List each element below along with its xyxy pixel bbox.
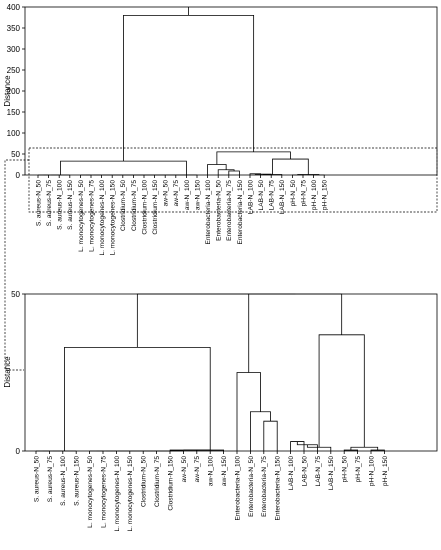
y-tick-label: 250: [7, 66, 21, 75]
dendrogram-link: [196, 449, 224, 451]
leaf-label: LAB-N_75: [269, 180, 276, 211]
leaf-label: LAB-N_150: [279, 180, 286, 214]
dendrogram-link: [217, 169, 235, 175]
y-tick-label: 150: [7, 108, 21, 117]
leaf-label: L. monocytogenes-N_75: [88, 180, 95, 252]
leaf-label: Clostridium-N_50: [120, 180, 127, 231]
leaf-label: Clostridium-N_100: [141, 180, 148, 235]
dendrogram-link: [64, 346, 211, 451]
plot-frame: [24, 6, 438, 176]
leaf-label: S. aureus-N_100: [57, 180, 64, 230]
leaf-label: pH-N_75: [355, 456, 362, 483]
leaf-label: LAB-N_75: [315, 456, 322, 487]
leaf-label: pH-N_75: [300, 180, 307, 207]
leaf-label: pH-N_100: [311, 180, 318, 210]
leaf-label: Enterobacteria-N_75: [261, 456, 268, 517]
leaf-label: L. monocytogenes-N_100: [99, 180, 106, 256]
leaf-label: S. aureus-N_50: [35, 180, 42, 227]
leaf-label: pH-N_50: [290, 180, 297, 207]
dendrogram-link: [248, 293, 343, 373]
leaf-label: LAB-N_150: [328, 456, 335, 490]
y-axis-label: Distance: [3, 356, 12, 388]
leaf-label: LAB-N_50: [301, 456, 308, 487]
leaf-label: S. aureus-N_75: [46, 180, 53, 227]
leaf-label: LAB-N_100: [247, 180, 254, 214]
leaf-label: LAB-N_50: [258, 180, 265, 211]
leaf-label: aw-N_150: [194, 180, 201, 210]
leaf-label: Clostridium-N_50: [141, 456, 148, 507]
dendrogram-link: [318, 334, 365, 448]
leaf-label: S. aureus-N_100: [60, 456, 67, 506]
leaf-label: pH-N_150: [382, 456, 389, 486]
dendrogram-link: [136, 293, 296, 348]
leaf-label: Clostridium-N_150: [152, 180, 159, 235]
leaf-label: L. monocytogenes-N_75: [100, 456, 107, 528]
y-tick-label: 50: [11, 290, 20, 299]
leaf-label: Clostridium-N_75: [131, 180, 138, 231]
dendrogram-link: [216, 151, 291, 165]
y-tick-label: 350: [7, 24, 21, 33]
y-tick-label: 50: [11, 150, 20, 159]
leaf-label: aw-N_100: [184, 180, 191, 210]
leaf-label: S. aureus-N_50: [33, 456, 40, 503]
dendrogram-link: [228, 170, 240, 175]
leaf-label: pH-N_100: [368, 456, 375, 486]
leaf-label: Enterobacteria-N_50: [216, 180, 223, 241]
leaf-label: S. aureus-N_150: [67, 180, 74, 230]
leaf-label: L. monocytogenes-N_50: [87, 456, 94, 528]
leaf-label: S. aureus-N_150: [74, 456, 81, 506]
leaf-label: LAB-N_100: [288, 456, 295, 490]
leaf-label: Enterobacteria-N_75: [226, 180, 233, 241]
leaf-label: Clostridium-N_150: [167, 456, 174, 511]
y-tick-label: 300: [7, 45, 21, 54]
leaf-label: L. monocytogenes-N_50: [78, 180, 85, 252]
dendrogram-link: [350, 446, 379, 451]
leaf-label: aw-N_100: [208, 456, 215, 486]
dendrogram-link: [272, 158, 309, 175]
zoom-region-box: [28, 147, 438, 213]
leaf-label: pH-N_150: [322, 180, 329, 210]
zoom-bracket: [4, 159, 29, 371]
leaf-label: aw-N_75: [194, 456, 201, 483]
leaf-label: pH-N_50: [342, 456, 349, 483]
dendrogram-link: [263, 420, 278, 451]
zoomed-dendrogram: 0 50 Distance S. aureus-N_50 S. aureus-N_75 S…: [3, 290, 438, 532]
leaf-label: Enterobacteria-N_50: [248, 456, 255, 517]
dendrogram-link: [250, 411, 271, 451]
leaf-label: S. aureus-N_75: [47, 456, 54, 503]
dendrogram-link: [60, 160, 187, 175]
y-tick-label: 100: [7, 129, 21, 138]
y-tick-label: 0: [16, 447, 21, 456]
leaf-label: Enterobacteria-N_150: [275, 456, 282, 521]
y-axis-label: Distance: [3, 75, 12, 107]
leaf-label: Clostridium-N_75: [154, 456, 161, 507]
leaf-label: L. monocytogenes-N_150: [110, 180, 117, 256]
leaf-label: L. monocytogenes-N_150: [127, 456, 134, 532]
y-tick-label: 200: [7, 87, 21, 96]
plot-frame: [24, 293, 438, 452]
leaf-label: aw-N_50: [163, 180, 170, 207]
zoom-connector: [4, 147, 438, 371]
y-tick-label: 0: [16, 171, 21, 180]
top-dendrogram: 0 50 100 150 200 250 300 350 400 Distance S. aureu…: [3, 3, 438, 256]
leaf-label: Enterobacteria-N_100: [234, 456, 241, 521]
dendrogram-link: [123, 15, 255, 162]
y-tick-label: 400: [7, 3, 21, 12]
leaf-label: aw-N_75: [173, 180, 180, 207]
leaf-label: aw-N_150: [221, 456, 228, 486]
leaf-label: aw-N_50: [181, 456, 188, 483]
leaf-label: L. monocytogenes-N_100: [114, 456, 121, 532]
